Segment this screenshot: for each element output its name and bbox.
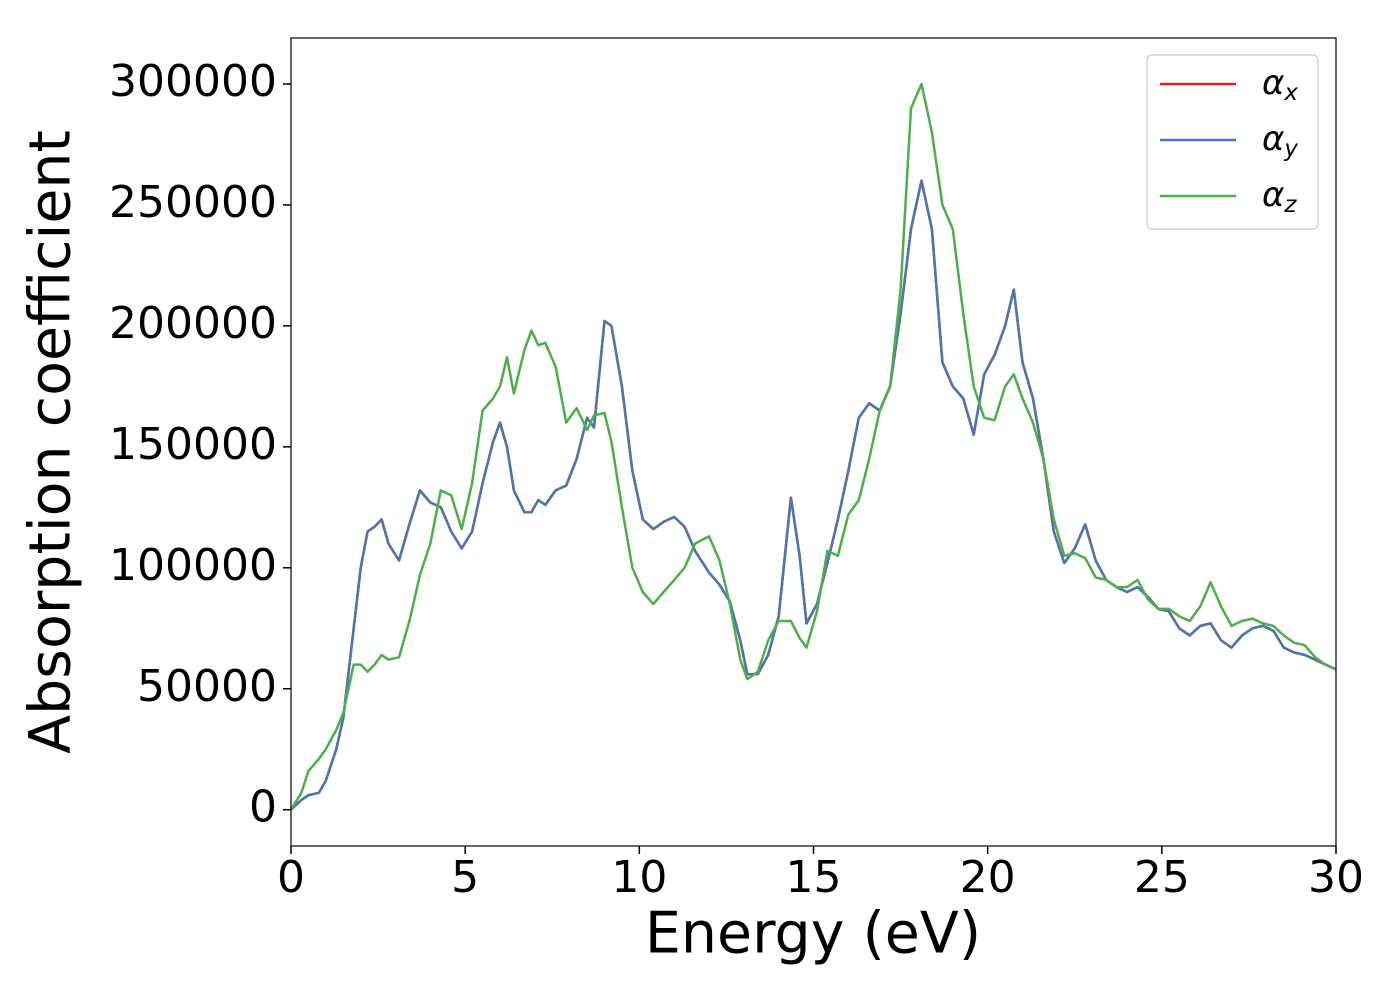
y-tick-label: 150000 [109, 419, 277, 470]
line-series [289, 82, 1337, 811]
plot-frame [290, 37, 1337, 847]
legend-label: αx [1262, 63, 1298, 106]
legend-box [1146, 54, 1319, 230]
y-tick-label: 50000 [137, 661, 277, 712]
x-tick-label: 10 [611, 852, 667, 903]
y-tick-label: 300000 [109, 56, 277, 107]
x-tick-label: 5 [451, 852, 479, 903]
x-tick-label: 0 [277, 852, 305, 903]
y-tick-label: 200000 [109, 298, 277, 349]
legend-label: αz [1262, 175, 1297, 218]
line-series [290, 179, 1337, 811]
x-tick-label: 25 [1134, 852, 1190, 903]
x-tick-label: 30 [1308, 852, 1364, 903]
x-axis-label: Energy (eV) [645, 901, 981, 967]
x-tick-label: 20 [960, 852, 1016, 903]
legend-label: αy [1262, 119, 1298, 162]
y-tick-label: 100000 [109, 540, 277, 591]
line-series [290, 179, 1337, 811]
y-tick-label: 0 [249, 782, 277, 833]
y-tick-label: 250000 [109, 177, 277, 228]
y-axis-label: Absorption coefficient [18, 130, 84, 754]
x-tick-label: 15 [786, 852, 842, 903]
